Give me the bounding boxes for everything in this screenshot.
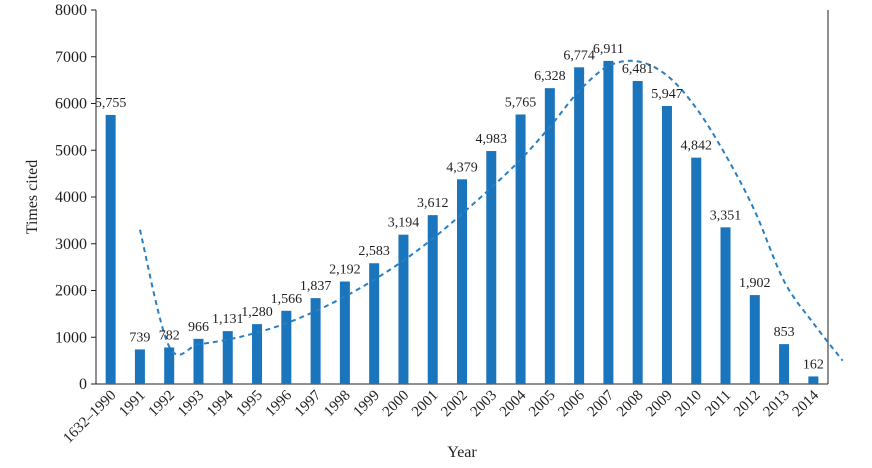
x-tick-label: 2004 bbox=[497, 387, 530, 420]
value-label: 4,379 bbox=[446, 160, 478, 175]
value-label: 6,481 bbox=[622, 62, 654, 77]
value-label: 2,583 bbox=[358, 244, 390, 259]
x-tick-label: 2008 bbox=[614, 388, 647, 421]
value-label: 6,774 bbox=[563, 48, 595, 63]
x-tick-label: 1996 bbox=[263, 387, 296, 420]
value-label: 3,194 bbox=[388, 216, 420, 231]
bar bbox=[603, 60, 614, 384]
value-label: 1,280 bbox=[241, 305, 273, 320]
x-tick-label: 1998 bbox=[321, 388, 354, 421]
value-label: 1,131 bbox=[212, 312, 244, 327]
x-tick-label: 1999 bbox=[350, 388, 383, 421]
value-label: 739 bbox=[129, 330, 150, 345]
x-tick-label: 2003 bbox=[468, 388, 501, 421]
x-tick-label: 2002 bbox=[438, 388, 471, 421]
y-tick-label: 8000 bbox=[55, 2, 87, 19]
bar bbox=[193, 338, 204, 384]
trend-line bbox=[138, 59, 844, 362]
value-label: 853 bbox=[774, 325, 795, 340]
x-tick-label: 1994 bbox=[204, 387, 237, 420]
value-label: 3,612 bbox=[417, 196, 449, 211]
x-tick-label: 2000 bbox=[380, 388, 413, 421]
x-tick-label: 1995 bbox=[233, 388, 266, 421]
y-tick-label: 7000 bbox=[55, 49, 87, 66]
bar bbox=[515, 114, 526, 384]
bar bbox=[339, 281, 350, 384]
bar bbox=[779, 344, 790, 384]
x-tick-label: 1992 bbox=[146, 388, 179, 421]
x-tick-label: 1991 bbox=[116, 388, 149, 421]
bar bbox=[427, 215, 438, 384]
x-tick-label: 2011 bbox=[702, 388, 734, 420]
x-tick-label: 2013 bbox=[760, 388, 793, 421]
y-tick-label: 1000 bbox=[55, 329, 87, 346]
value-label: 4,842 bbox=[680, 139, 712, 154]
value-label: 966 bbox=[188, 320, 209, 335]
value-label: 1,566 bbox=[271, 292, 303, 307]
x-tick-label: 2007 bbox=[585, 387, 618, 420]
bar bbox=[134, 349, 145, 384]
value-label: 5,947 bbox=[651, 87, 683, 102]
bar bbox=[632, 81, 643, 385]
bar bbox=[486, 151, 497, 384]
bar bbox=[574, 67, 585, 385]
x-tick-label: 2012 bbox=[731, 388, 764, 421]
bar bbox=[164, 347, 175, 384]
y-tick-label: 3000 bbox=[55, 236, 87, 253]
bar bbox=[544, 88, 555, 384]
value-label: 4,983 bbox=[476, 132, 508, 147]
y-tick-label: 6000 bbox=[55, 96, 87, 113]
x-tick-label: 2001 bbox=[409, 388, 442, 421]
trendline bbox=[138, 59, 844, 362]
x-axis-tick-labels: 1632–19901991199219931994199519961997199… bbox=[60, 387, 822, 446]
value-label: 1,837 bbox=[300, 279, 332, 294]
y-axis-title: Times cited bbox=[24, 160, 41, 235]
x-tick-label: 1997 bbox=[292, 387, 325, 420]
value-label: 1,902 bbox=[739, 276, 771, 291]
y-tick-label: 5000 bbox=[55, 142, 87, 159]
x-tick-label: 2006 bbox=[555, 387, 588, 420]
bar bbox=[661, 105, 672, 384]
x-tick-label: 2010 bbox=[673, 388, 706, 421]
x-tick-label: 1632–1990 bbox=[60, 388, 119, 447]
y-axis-ticks: 0 1000 2000 3000 4000 5000 6000 7000 8000 bbox=[55, 2, 96, 393]
value-label: 6,911 bbox=[593, 42, 624, 57]
bar bbox=[457, 179, 467, 384]
bar bbox=[281, 310, 292, 384]
y-tick-label: 0 bbox=[79, 376, 87, 393]
value-label: 3,351 bbox=[710, 208, 742, 223]
x-axis-title: Year bbox=[447, 444, 477, 461]
x-tick-label: 2009 bbox=[643, 388, 676, 421]
value-label: 6,328 bbox=[534, 69, 566, 84]
y-tick-label: 2000 bbox=[55, 283, 87, 300]
bar bbox=[105, 114, 116, 385]
bar bbox=[749, 295, 760, 384]
value-label: 2,192 bbox=[329, 263, 361, 278]
bar bbox=[691, 157, 702, 384]
x-tick-label: 2014 bbox=[790, 387, 823, 420]
bar bbox=[252, 324, 263, 384]
bar bbox=[310, 298, 321, 384]
value-label: 5,765 bbox=[505, 95, 537, 110]
bar bbox=[398, 234, 409, 384]
bar bbox=[808, 376, 819, 384]
value-label: 782 bbox=[159, 328, 180, 343]
bars bbox=[105, 60, 819, 385]
x-tick-label: 1993 bbox=[175, 388, 208, 421]
x-tick-label: 2005 bbox=[526, 388, 559, 421]
value-label: 5,755 bbox=[95, 96, 127, 111]
y-tick-label: 4000 bbox=[55, 189, 87, 206]
bar bbox=[222, 331, 233, 384]
bar bbox=[720, 227, 731, 384]
value-label: 162 bbox=[803, 357, 824, 372]
bar bbox=[369, 263, 380, 384]
